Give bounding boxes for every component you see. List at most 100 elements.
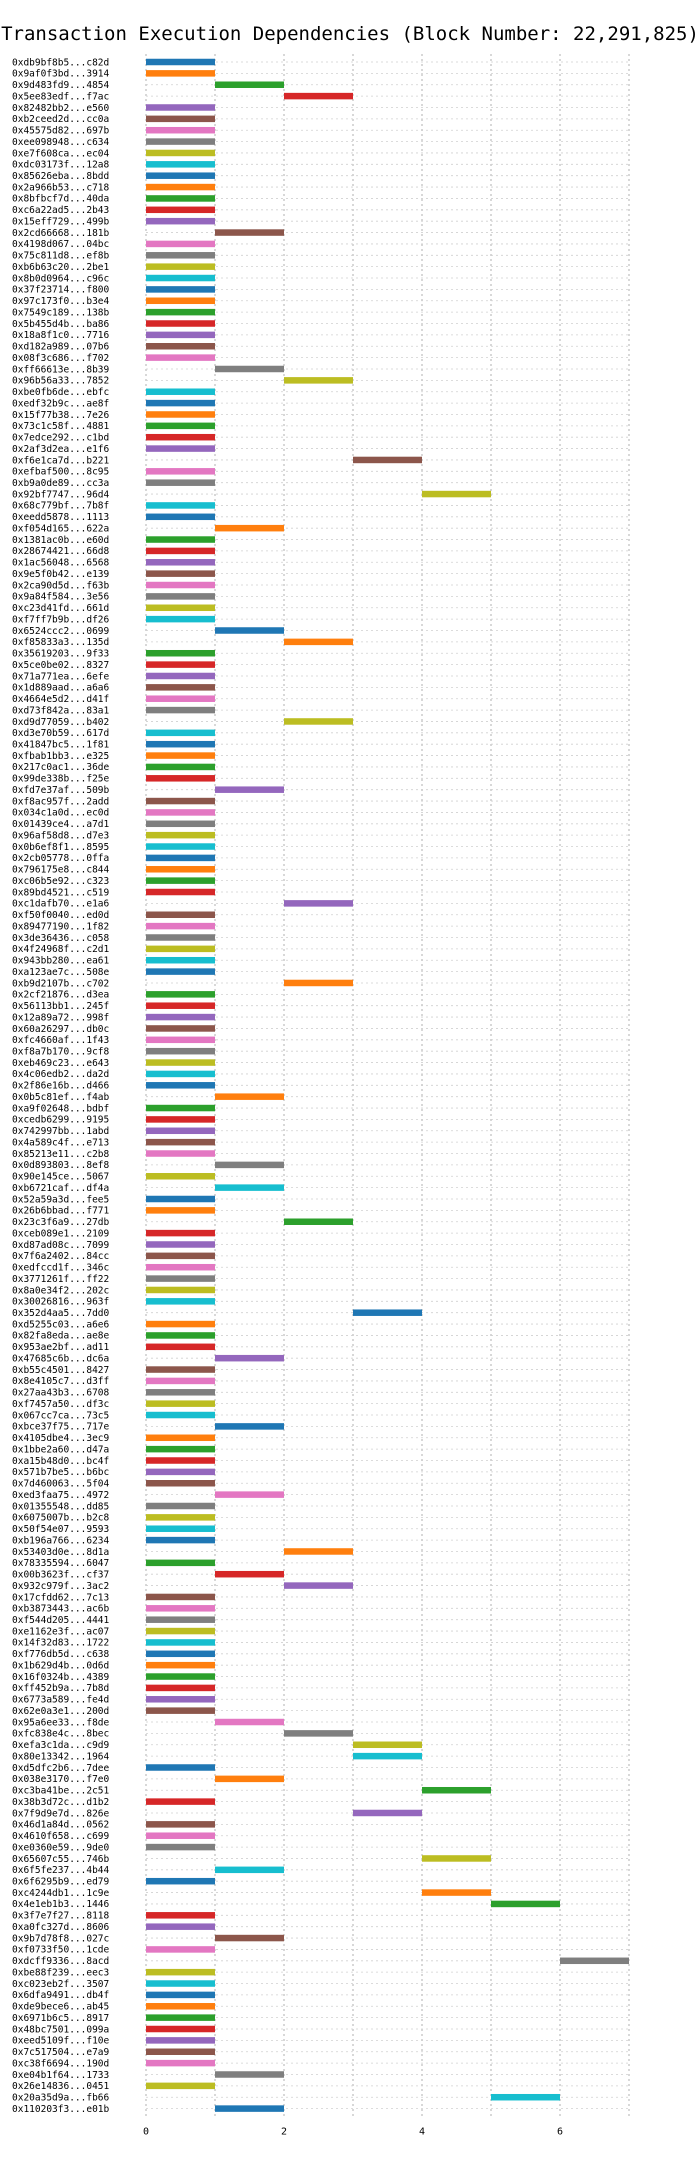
y-tick-label: 0xefa3c1da...c9d9 — [12, 1740, 110, 1751]
y-tick-labels: 0xdb9bf8b5...c82d0x9af0f3bd...39140x9d48… — [12, 57, 110, 2115]
bar — [146, 252, 215, 259]
bar — [353, 1309, 422, 1316]
bar — [146, 263, 215, 270]
y-tick-label: 0x15f77b38...7e26 — [12, 410, 110, 421]
bar — [146, 1764, 215, 1771]
y-tick-label: 0xd73f842a...83a1 — [12, 705, 110, 716]
bar — [146, 1650, 215, 1658]
bar — [146, 308, 215, 316]
y-tick-label: 0x2cd66668...181b — [12, 228, 110, 239]
bar — [146, 1696, 215, 1703]
bar — [215, 524, 284, 532]
y-tick-label: 0xed3faa75...4972 — [12, 1490, 109, 1501]
bar — [146, 1400, 215, 1407]
bar — [146, 161, 215, 168]
y-tick-label: 0x80e13342...1964 — [12, 1751, 110, 1762]
bar — [215, 1775, 284, 1783]
x-tick-label: 2 — [281, 2127, 287, 2138]
y-tick-label: 0x85626eba...8bdd — [12, 171, 109, 182]
y-tick-label: 0xf7457a50...df3c — [12, 1399, 109, 1410]
y-tick-label: 0x4664e5d2...d41f — [12, 694, 109, 705]
y-tick-label: 0xfc838e4c...8bec — [12, 1729, 109, 1740]
y-tick-label: 0xbe88f239...eec3 — [12, 1967, 109, 1978]
bar — [146, 877, 215, 884]
bar — [284, 638, 353, 646]
bar — [146, 240, 215, 248]
y-tick-label: 0x067cc7ca...73c5 — [12, 1410, 109, 1421]
y-tick-label: 0x7f6a2402...84cc — [12, 1251, 109, 1262]
bar — [146, 343, 215, 350]
bar — [146, 559, 215, 566]
bar — [215, 1570, 284, 1578]
y-tick-label: 0x73c1c58f...4881 — [12, 421, 110, 432]
y-tick-label: 0x6773a589...fe4d — [12, 1695, 109, 1706]
bar — [284, 1218, 353, 1225]
y-tick-label: 0x1b629d4b...0d6d — [12, 1660, 109, 1671]
y-tick-label: 0xc06b5e92...c323 — [12, 876, 109, 887]
y-tick-label: 0x85213e11...c2b8 — [12, 1149, 110, 1160]
bar — [146, 2059, 215, 2067]
bar — [146, 945, 215, 953]
y-tick-label: 0xc6a22ad5...2b43 — [12, 205, 109, 216]
bar — [146, 1298, 215, 1305]
bar — [146, 1207, 215, 1214]
y-tick-label: 0x01355548...dd85 — [12, 1501, 109, 1512]
bar — [146, 649, 215, 657]
y-tick-label: 0x4a589c4f...e713 — [12, 1137, 109, 1148]
bar — [146, 2082, 215, 2090]
y-tick-label: 0x37f23714...f800 — [12, 285, 110, 296]
y-tick-label: 0x82fa8eda...ae8e — [12, 1331, 110, 1342]
grid-layer — [145, 54, 630, 2117]
bar — [215, 229, 284, 236]
y-tick-label: 0xc23d41fd...661d — [12, 603, 109, 614]
y-tick-label: 0x6971b6c5...8917 — [12, 2013, 109, 2024]
y-tick-label: 0xf6e1ca7d...b221 — [12, 455, 110, 466]
bar — [353, 456, 422, 464]
y-tick-label: 0xf7ff7b9b...df26 — [12, 614, 110, 625]
bar — [146, 2025, 215, 2033]
bar — [146, 1286, 215, 1294]
y-tick-label: 0xd182a989...07b6 — [12, 342, 110, 353]
bar — [146, 615, 215, 623]
y-tick-label: 0xc38f6694...190d — [12, 2058, 109, 2069]
y-tick-label: 0x4198d067...04bc — [12, 239, 109, 250]
x-tick-label: 0 — [143, 2127, 149, 2138]
bar — [146, 1082, 215, 1089]
bar — [284, 900, 353, 907]
y-tick-label: 0x8a0e34f2...202c — [12, 1285, 109, 1296]
y-tick-label: 0xedfccd1f...346c — [12, 1263, 109, 1274]
bar — [215, 786, 284, 793]
bar — [146, 740, 215, 748]
bar — [422, 1889, 491, 1896]
bar — [146, 1843, 215, 1851]
bar — [146, 1059, 215, 1066]
bar — [146, 1275, 215, 1282]
y-tick-label: 0xfd7e37af...509b — [12, 785, 110, 796]
bar — [146, 1229, 215, 1237]
y-tick-label: 0xb9a0de89...cc3a — [12, 478, 109, 489]
bar — [146, 1593, 215, 1601]
bar-layer — [146, 58, 629, 2112]
y-tick-label: 0xf50f0040...ed0d — [12, 910, 109, 921]
bar — [146, 422, 215, 430]
bar — [146, 1684, 215, 1692]
y-tick-label: 0x0d893803...8ef8 — [12, 1160, 110, 1171]
bar — [146, 183, 215, 191]
bar — [146, 2014, 215, 2021]
bar — [146, 1252, 215, 1260]
bar — [146, 1673, 215, 1680]
bar — [146, 1912, 215, 1919]
bar — [284, 92, 353, 100]
y-tick-label: 0x1381ac0b...e60d — [12, 535, 109, 546]
y-tick-label: 0x45575d82...697b — [12, 126, 110, 137]
y-tick-label: 0x96af58d8...d7e3 — [12, 830, 109, 841]
y-tick-label: 0x7d460063...5f04 — [12, 1479, 110, 1490]
y-tick-label: 0xceb089e1...2109 — [12, 1228, 110, 1239]
bar — [146, 1480, 215, 1487]
y-tick-label: 0x9af0f3bd...3914 — [12, 69, 110, 80]
bar — [146, 1468, 215, 1476]
y-tick-label: 0x3de36436...c058 — [12, 933, 110, 944]
y-tick-label: 0x932c979f...3ac2 — [12, 1581, 109, 1592]
bar — [560, 1957, 629, 1965]
y-tick-label: 0x4105dbe4...3ec9 — [12, 1433, 110, 1444]
